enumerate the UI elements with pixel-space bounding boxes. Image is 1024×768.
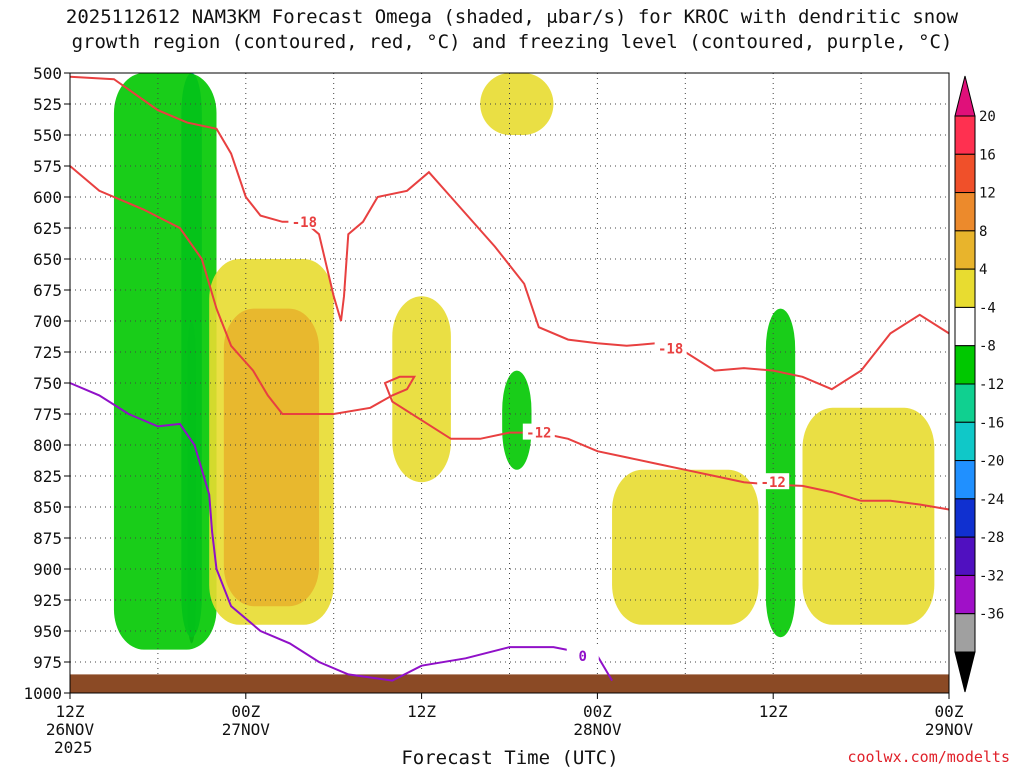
- y-tick-label-525: 525: [33, 95, 62, 114]
- contour-purple-zero: [69, 382, 613, 682]
- colorbar-label-3: 8: [979, 224, 987, 240]
- colorbar-label-4: 4: [979, 262, 987, 278]
- y-tick-label-675: 675: [33, 281, 62, 300]
- colorbar-label-12: -32: [979, 568, 1004, 584]
- y-tick-label-600: 600: [33, 188, 62, 207]
- omega-region-rise-late: [765, 308, 796, 638]
- colorbar-swatch-13: [954, 613, 976, 653]
- omega-region-sink-weak-2: [392, 296, 451, 483]
- y-tick-label-650: 650: [33, 250, 62, 269]
- colorbar: 20 16 12 8 4 -4 -8 -12 -16 -20 -24 -28 -32 -36: [954, 75, 1004, 693]
- y-tick-label-875: 875: [33, 529, 62, 548]
- colorbar-label-11: -28: [979, 530, 1004, 546]
- colorbar-label-8: -16: [979, 415, 1004, 431]
- contour-red-minus18: [69, 75, 950, 391]
- colorbar-swatch-1: [954, 153, 976, 194]
- y-tick-label-500: 500: [33, 64, 62, 83]
- y-tick-label-850: 850: [33, 498, 62, 517]
- omega-region-sink-upper: [480, 73, 554, 135]
- grid: [70, 73, 949, 693]
- credit-text[interactable]: coolwx.com/modelts: [847, 748, 1010, 766]
- colorbar-label-6: -8: [979, 339, 996, 355]
- y-tick-label-725: 725: [33, 343, 62, 362]
- terrain-fill: [70, 674, 949, 693]
- contour-label-red-minus12-1: -12: [761, 475, 786, 491]
- y-axis: 500 525 550 575 600 625 650 675 700 725 750 775 800 8…: [23, 64, 70, 703]
- contours: -18 -18 -12 -12 0: [69, 75, 950, 682]
- y-tick-label-700: 700: [33, 312, 62, 331]
- contour-label-red-minus18-1: -18: [658, 341, 683, 357]
- contour-label-bg-purple-zero-0: [566, 646, 599, 663]
- omega-region-rise-mid: [502, 370, 532, 470]
- y-tick-label-575: 575: [33, 157, 62, 176]
- contour-label-red-minus12-0: -12: [526, 426, 551, 442]
- chart-title-line-2: growth region (contoured, red, °C) and f…: [72, 31, 953, 53]
- y-tick-label-625: 625: [33, 219, 62, 238]
- colorbar-swatch-0: [954, 115, 976, 155]
- y-tick-label-950: 950: [33, 622, 62, 641]
- colorbar-swatch-6: [954, 345, 976, 385]
- x-tick-label-24: 12Z: [407, 702, 436, 721]
- contour-label-bg-red-minus18-1: [654, 339, 687, 356]
- y-tick-label-900: 900: [33, 560, 62, 579]
- colorbar-swatch-9: [954, 460, 976, 500]
- y-tick-label-750: 750: [33, 374, 62, 393]
- x-tick-year-0: 2025: [54, 738, 93, 757]
- colorbar-label-1: 16: [979, 147, 996, 163]
- colorbar-label-7: -12: [979, 377, 1004, 393]
- omega-shading: [113, 73, 935, 650]
- x-tick-sublabel-0: 26NOV: [46, 720, 95, 739]
- omega-region-sink-late: [612, 469, 759, 625]
- colorbar-swatch-8: [954, 421, 976, 462]
- x-tick-sublabel-60: 29NOV: [925, 720, 974, 739]
- colorbar-label-13: -36: [979, 607, 1004, 623]
- colorbar-bottom-arrow: [954, 651, 976, 693]
- colorbar-swatch-2: [954, 192, 976, 232]
- omega-region-rise-weak: [113, 73, 217, 650]
- colorbar-label-5: -4: [979, 300, 996, 316]
- colorbar-swatch-11: [954, 536, 976, 576]
- terrain: [70, 674, 949, 693]
- colorbar-swatch-3: [954, 230, 976, 270]
- contour-label-bg-red-minus18-0: [288, 212, 321, 229]
- contour-label-bg-red-minus12-0: [522, 423, 555, 440]
- x-tick-label-60: 00Z: [935, 702, 964, 721]
- contour-label-red-minus18-0: -18: [292, 215, 317, 231]
- y-tick-label-775: 775: [33, 405, 62, 424]
- y-tick-label-1000: 1000: [23, 684, 62, 703]
- x-tick-label-0: 12Z: [56, 702, 85, 721]
- x-axis-title: Forecast Time (UTC): [401, 747, 618, 768]
- colorbar-label-10: -24: [979, 492, 1004, 508]
- colorbar-label-9: -20: [979, 454, 1004, 470]
- x-tick-sublabel-36: 28NOV: [573, 720, 622, 739]
- contour-label-bg-red-minus12-1: [757, 473, 790, 490]
- y-tick-label-975: 975: [33, 653, 62, 672]
- contour-label-purple-zero-0: 0: [579, 649, 587, 665]
- colorbar-swatch-4: [954, 268, 976, 308]
- x-tick-label-48: 12Z: [759, 702, 788, 721]
- x-tick-sublabel-12: 27NOV: [222, 720, 271, 739]
- y-tick-label-825: 825: [33, 467, 62, 486]
- colorbar-swatch-12: [954, 574, 976, 615]
- colorbar-label-2: 12: [979, 186, 996, 202]
- y-tick-label-800: 800: [33, 436, 62, 455]
- y-tick-label-550: 550: [33, 126, 62, 145]
- x-tick-label-36: 00Z: [583, 702, 612, 721]
- colorbar-label-0: 20: [979, 109, 996, 125]
- colorbar-swatch-5: [954, 306, 976, 347]
- omega-region-sink-end: [802, 407, 935, 625]
- y-tick-label-925: 925: [33, 591, 62, 610]
- colorbar-swatch-7: [954, 383, 976, 423]
- colorbar-top-arrow: [954, 75, 976, 117]
- x-tick-label-12: 00Z: [231, 702, 260, 721]
- colorbar-swatch-10: [954, 498, 976, 538]
- chart-title-line-1: 2025112612 NAM3KM Forecast Omega (shaded…: [66, 6, 959, 28]
